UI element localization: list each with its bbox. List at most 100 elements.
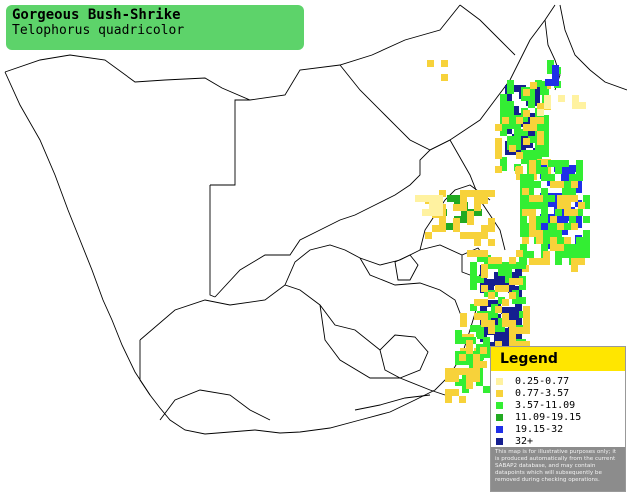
grid-cell <box>541 230 548 237</box>
grid-cell <box>541 195 548 202</box>
grid-cell <box>564 209 571 216</box>
grid-cell <box>550 216 557 223</box>
grid-cell <box>469 358 476 365</box>
grid-cell <box>529 230 536 237</box>
grid-cell <box>453 218 460 225</box>
legend-item: 11.09-19.15 <box>496 411 625 423</box>
zimbabwe-north <box>459 4 516 56</box>
grid-cell <box>507 122 514 129</box>
grid-cell <box>491 311 498 318</box>
grid-cell <box>515 286 522 293</box>
grid-cell <box>495 145 502 152</box>
grid-cell <box>572 102 579 109</box>
grid-cell <box>488 292 495 299</box>
grid-cell <box>550 237 557 244</box>
species-scientific-name: Telophorus quadricolor <box>12 23 185 38</box>
grid-cell <box>540 81 547 88</box>
legend-label: 11.09-19.15 <box>515 411 582 423</box>
grid-cell <box>519 262 526 269</box>
grid-cell <box>507 101 514 108</box>
grid-cell <box>481 271 488 278</box>
legend-swatch <box>496 401 503 409</box>
grid-cell <box>462 337 469 344</box>
grid-cell <box>488 327 495 334</box>
grid-cell <box>505 262 512 269</box>
grid-cell <box>527 202 534 209</box>
grid-cell <box>466 347 473 354</box>
grid-cell <box>475 209 482 216</box>
grid-cell <box>474 197 481 204</box>
grid-cell <box>534 216 541 223</box>
grid-cell <box>498 262 505 269</box>
grid-cell <box>557 244 564 251</box>
grid-cell <box>452 389 459 396</box>
grid-cell <box>534 160 541 167</box>
grid-cell <box>536 237 543 244</box>
grid-cell <box>445 389 452 396</box>
grid-cell <box>501 335 508 342</box>
grid-cell <box>508 286 515 293</box>
grid-cell <box>516 117 523 124</box>
mozambique-south <box>449 139 506 251</box>
grid-cell <box>562 188 569 195</box>
grid-cell <box>514 122 521 129</box>
grid-cell <box>558 95 565 102</box>
grid-cell <box>535 150 542 157</box>
grid-cell <box>562 181 569 188</box>
grid-cell <box>534 167 541 174</box>
grid-cell <box>514 136 521 143</box>
grid-cell <box>487 279 494 286</box>
grid-cell <box>527 181 534 188</box>
grid-cell <box>507 87 514 94</box>
legend-swatch <box>496 389 503 397</box>
legend-label: 32+ <box>515 435 534 447</box>
grid-cell <box>575 214 582 221</box>
grid-cell <box>481 197 488 204</box>
grid-cell <box>520 195 527 202</box>
grid-cell <box>481 190 488 197</box>
distribution-cells <box>415 60 590 403</box>
grid-cell <box>576 237 583 244</box>
grid-cell <box>470 276 477 283</box>
grid-cell <box>470 269 477 276</box>
grid-cell <box>488 239 495 246</box>
grid-cell <box>466 340 473 347</box>
legend-label: 3.57-11.09 <box>515 399 576 411</box>
botswana-southafrica-border <box>214 139 451 298</box>
legend-item: 19.15-32 <box>496 423 625 435</box>
grid-cell <box>519 141 526 148</box>
grid-cell <box>520 216 527 223</box>
grid-cell <box>500 129 507 136</box>
grid-cell <box>494 279 501 286</box>
grid-cell <box>495 152 502 159</box>
grid-cell <box>484 255 491 262</box>
grid-cell <box>500 108 507 115</box>
grid-cell <box>523 138 530 145</box>
grid-cell <box>516 250 523 257</box>
grid-cell <box>583 216 590 223</box>
grid-cell <box>523 320 530 327</box>
coastline-west <box>4 71 477 435</box>
grid-cell <box>541 216 548 223</box>
grid-cell <box>500 157 507 164</box>
grid-cell <box>483 351 490 358</box>
grid-cell <box>462 372 469 379</box>
grid-cell <box>576 160 583 167</box>
province-lines-5 <box>139 340 151 396</box>
grid-cell <box>555 160 562 167</box>
grid-cell <box>540 221 547 228</box>
grid-cell <box>571 258 578 265</box>
grid-cell <box>445 368 452 375</box>
grid-cell <box>460 232 467 239</box>
grid-cell <box>474 299 481 306</box>
grid-cell <box>455 351 462 358</box>
grid-cell <box>439 225 446 232</box>
grid-cell <box>474 190 481 197</box>
grid-cell <box>523 124 530 131</box>
grid-cell <box>514 143 521 150</box>
grid-cell <box>575 179 582 186</box>
grid-cell <box>500 164 507 171</box>
grid-cell <box>523 341 530 348</box>
grid-cell <box>537 138 544 145</box>
grid-cell <box>569 251 576 258</box>
